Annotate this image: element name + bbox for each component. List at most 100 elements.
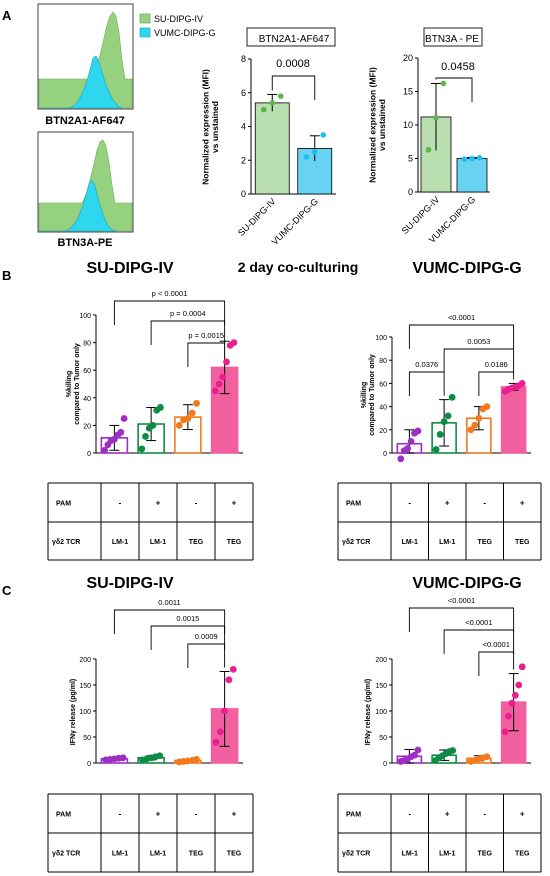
comparison-bracket [408, 607, 515, 632]
chart-title: VUMC-DIPG-G [412, 260, 521, 277]
table-cell-pam: + [520, 810, 525, 819]
table-cell-tcr: LM-1 [112, 539, 128, 546]
data-point [467, 426, 475, 434]
data-point [518, 663, 526, 671]
table-cell-pam: + [232, 499, 237, 508]
data-point [303, 154, 310, 160]
p-value-label: <0.0001 [465, 618, 492, 627]
data-point [411, 751, 418, 759]
data-point [193, 755, 200, 763]
data-point [433, 114, 439, 121]
bar [500, 386, 527, 454]
chart-b2: VUMC-DIPG-G %killingcompared to Tumor onl… [337, 260, 542, 561]
comparison-bracket [271, 75, 316, 100]
data-point [215, 380, 223, 388]
y-tick-label: 0 [87, 451, 91, 458]
table-cell-tcr: LM-1 [150, 851, 166, 858]
table-row-label-pam: PAM [56, 812, 71, 819]
y-tick-label: 200 [375, 657, 387, 664]
chart-title-box [423, 27, 483, 47]
bar [254, 102, 290, 195]
flow-histogram-2: BTN3A-PE [37, 131, 134, 249]
y-tick-label: 80 [379, 358, 387, 365]
comparison-bracket [443, 348, 515, 373]
y-tick-label: 100 [79, 313, 91, 320]
data-point [156, 752, 164, 760]
y-tick-label: 0 [87, 761, 91, 768]
p-value-label: p < 0.0001 [152, 289, 188, 298]
chart-c2: VUMC-DIPG-G IFNγ release (pg/ml) 0 50 100 150… [337, 575, 542, 873]
comparison-bracket [150, 625, 226, 650]
table-cell-pam: - [195, 499, 198, 508]
data-point [219, 373, 227, 381]
chart-a1: BTN2A1-AF647 Normalized expression (MFI)v… [200, 27, 336, 247]
y-tick-label: 10 [403, 120, 413, 130]
table-cell-tcr: LM-1 [439, 851, 455, 858]
y-tick-label: 5 [408, 154, 413, 164]
chart-b1: SU-DIPG-IV %killingcompared to Tumor only… [47, 260, 254, 561]
y-tick-label: 80 [83, 341, 91, 348]
chart-a2: BTN3A - PE Normalized expression (MFI)vs … [367, 27, 490, 245]
y-tick-label: 50 [83, 735, 91, 742]
table-row-label-pam: PAM [346, 812, 361, 819]
data-point [320, 132, 327, 138]
table-cell-tcr: TEG [189, 851, 204, 858]
data-point [469, 155, 475, 162]
legend-su-dipg-iv: SU-DIPG-IV [154, 14, 203, 24]
data-point [269, 100, 276, 106]
table-row-label-pam: PAM [56, 501, 71, 508]
legend-swatch-green [139, 13, 151, 24]
y-axis-label: IFNγ release (pg/ml) [70, 679, 77, 746]
data-point [515, 681, 523, 689]
chart-title: BTN2A1-AF647 [259, 34, 330, 45]
data-point [188, 409, 196, 417]
table-cell-tcr: LM-1 [112, 851, 128, 858]
data-point [414, 427, 422, 435]
data-point [461, 156, 468, 162]
y-axis-label: %killingcompared to Tumor only [361, 354, 376, 436]
data-point [101, 446, 109, 454]
x-tick-label: VUMC-DIPG-G [270, 196, 321, 247]
data-point [448, 393, 456, 401]
data-point [157, 404, 164, 411]
y-tick-label: 60 [379, 381, 387, 388]
p-value-label: <0.0001 [448, 313, 475, 322]
y-axis-label: Normalized expression (MFI)vs unstained [200, 69, 220, 185]
table-cell-pam: - [195, 810, 198, 819]
table-cell-tcr: TEG [515, 539, 530, 546]
table-cell-tcr: TEG [189, 539, 204, 546]
chart-c1: SU-DIPG-IV IFNγ release (pg/ml) 0 50 100 150 2… [47, 575, 254, 873]
p-value-label: 0.0458 [441, 61, 475, 73]
table-cell-pam: - [119, 810, 122, 819]
data-point [225, 676, 233, 684]
comparison-bracket [478, 371, 515, 396]
table-cell-tcr: TEG [478, 851, 493, 858]
y-tick-label: 40 [379, 405, 387, 412]
table-cell-pam: + [445, 810, 450, 819]
table-cell-tcr: TEG [515, 851, 530, 858]
data-point [425, 146, 432, 153]
data-point [407, 438, 415, 445]
data-point [260, 106, 267, 113]
data-point [444, 412, 452, 420]
data-point [184, 415, 192, 422]
table-cell-tcr: LM-1 [439, 539, 455, 546]
table-cell-pam: - [408, 810, 411, 819]
table-row-label-tcr: γδ2 TCR [52, 539, 80, 546]
data-point [212, 738, 220, 746]
y-tick-label: 100 [375, 335, 387, 342]
data-point [414, 746, 422, 754]
table-cell-tcr: TEG [227, 851, 242, 858]
table-cell-pam: - [408, 499, 411, 508]
y-tick-label: 0 [241, 189, 246, 199]
table-cell-pam: + [520, 499, 525, 508]
data-point [440, 418, 448, 426]
legend-vumc-dipg-g: VUMC-DIPG-G [154, 28, 216, 38]
p-value-label: <0.0001 [483, 640, 510, 649]
y-axis-label: %killingcompared to Tumor only [66, 343, 81, 425]
table-row-label-tcr: γδ2 TCR [52, 851, 80, 858]
data-point [175, 422, 183, 429]
p-value-label: 0.0008 [276, 58, 310, 70]
data-point [476, 155, 483, 161]
data-point [432, 446, 440, 453]
